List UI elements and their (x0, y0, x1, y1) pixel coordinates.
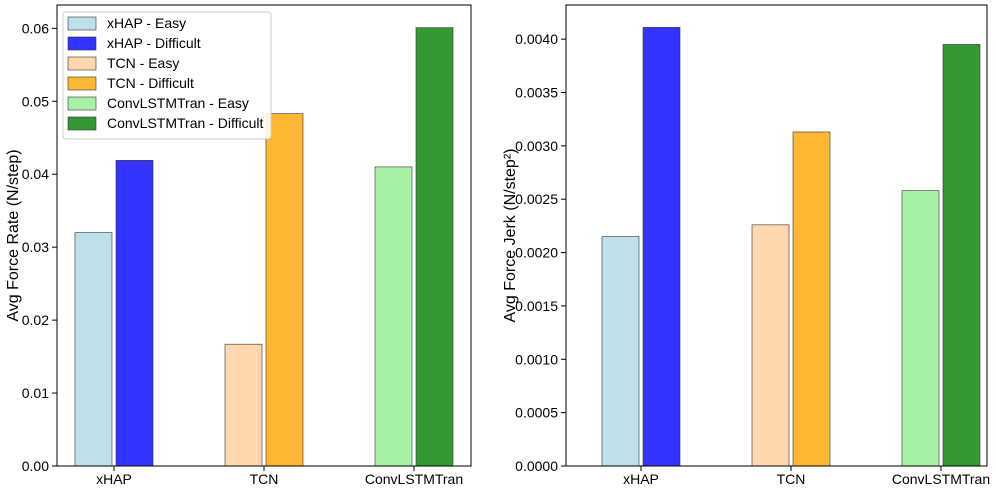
y-tick-label: 0.0030 (515, 138, 558, 154)
chart-panel-1: 0.00 0.01 0.02 0.03 0.04 0.05 0.06 xHAP TCN ConvL… (5, 4, 472, 487)
legend-label: xHAP - Easy (107, 15, 186, 31)
y-tick-label: 0.06 (22, 20, 49, 36)
y-tick-label: 0.05 (22, 93, 49, 109)
y-axis-label: Avg Force Jerk (N/step²) (502, 149, 519, 323)
bar-convlstmtran-difficult (415, 27, 454, 467)
y-tick-label: 0.0025 (515, 191, 558, 207)
legend-swatch (67, 56, 97, 71)
bar-xhap-easy (74, 232, 113, 467)
bar-convlstmtran-easy (374, 166, 413, 467)
legend-swatch (67, 76, 97, 91)
bar-tcn-easy (751, 224, 790, 467)
bar-convlstmtran-easy (901, 190, 940, 467)
x-tick-label: ConvLSTMTran (892, 471, 990, 487)
y-tick-label: 0.0040 (515, 31, 558, 47)
y-tick-label: 0.0015 (515, 298, 558, 314)
y-tick-label: 0.00 (22, 458, 49, 474)
legend: xHAP - Easy xHAP - Difficult TCN - Easy TCN… (62, 11, 272, 140)
legend-label: TCN - Easy (107, 55, 179, 71)
bar-tcn-difficult (792, 131, 831, 467)
bar-xhap-difficult (642, 27, 681, 467)
y-tick-label: 0.02 (22, 312, 49, 328)
legend-label: ConvLSTMTran - Easy (107, 95, 249, 111)
bar-xhap-easy (601, 236, 640, 467)
y-axis-label: Avg Force Rate (N/step) (5, 149, 22, 321)
y-tick-label: 0.03 (22, 239, 49, 255)
y-tick-label: 0.0035 (515, 85, 558, 101)
plot-frame (565, 4, 988, 467)
legend-label: ConvLSTMTran - Difficult (107, 115, 263, 131)
x-tick-label: ConvLSTMTran (365, 471, 463, 487)
x-tick-label: xHAP (96, 471, 132, 487)
legend-swatch (67, 36, 97, 51)
legend-swatch (67, 116, 97, 131)
legend-label: TCN - Difficult (107, 75, 194, 91)
y-tick-label: 0.04 (22, 166, 49, 182)
bar-tcn-easy (224, 343, 263, 467)
y-tick-label: 0.0005 (515, 405, 558, 421)
legend-label: xHAP - Difficult (107, 35, 201, 51)
legend-swatch (67, 16, 97, 31)
x-tick-label: xHAP (623, 471, 659, 487)
x-tick-label: TCN (777, 471, 806, 487)
y-tick-label: 0.0020 (515, 245, 558, 261)
x-tick-label: TCN (250, 471, 279, 487)
y-tick-label: 0.0000 (515, 458, 558, 474)
y-tick-label: 0.01 (22, 385, 49, 401)
bar-tcn-difficult (265, 113, 304, 467)
y-tick-label: 0.0010 (515, 351, 558, 367)
legend-box (62, 11, 272, 140)
chart-panel-2: 0.0000 0.0005 0.0010 0.0015 0.0020 0.0025 0.00… (502, 4, 990, 487)
legend-swatch (67, 96, 97, 111)
bar-xhap-difficult (115, 160, 154, 467)
bar-convlstmtran-difficult (942, 44, 981, 467)
